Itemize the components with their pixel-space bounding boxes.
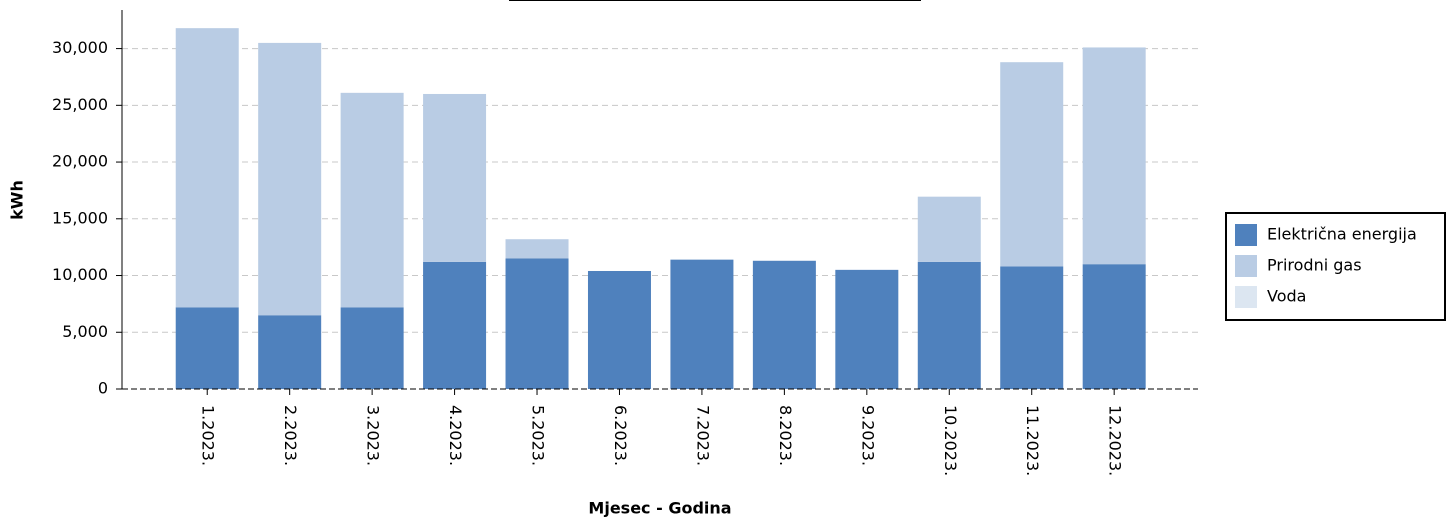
y-tick-label: 5,000 bbox=[62, 322, 108, 341]
legend-label: Električna energija bbox=[1267, 225, 1417, 244]
bar bbox=[1082, 264, 1146, 389]
x-tick-label: 2.2023. bbox=[281, 405, 300, 466]
bar bbox=[423, 261, 487, 389]
legend-swatch bbox=[1235, 224, 1257, 246]
bar bbox=[175, 28, 239, 308]
bar bbox=[835, 269, 899, 389]
x-tick-label: 6.2023. bbox=[611, 405, 630, 466]
x-tick-label: 8.2023. bbox=[776, 405, 795, 466]
legend-label: Voda bbox=[1267, 287, 1306, 306]
x-axis-label: Mjesec - Godina bbox=[588, 499, 731, 518]
bar bbox=[258, 315, 322, 389]
bar bbox=[752, 260, 816, 389]
y-tick-label: 0 bbox=[98, 379, 108, 398]
bar bbox=[340, 92, 404, 308]
y-tick-label: 15,000 bbox=[52, 208, 108, 227]
bar bbox=[587, 270, 651, 389]
x-tick-label: 7.2023. bbox=[693, 405, 712, 466]
bar bbox=[917, 196, 981, 262]
y-axis-label: kWh bbox=[8, 180, 27, 220]
x-tick-label: 10.2023. bbox=[941, 405, 960, 476]
y-tick-label: 10,000 bbox=[52, 265, 108, 284]
bar bbox=[1082, 47, 1146, 265]
bar bbox=[505, 239, 569, 259]
y-tick-label: 20,000 bbox=[52, 152, 108, 171]
legend-box bbox=[1225, 212, 1446, 321]
bar bbox=[423, 93, 487, 262]
bar bbox=[1000, 266, 1064, 389]
bar bbox=[258, 42, 322, 316]
y-tick-label: 25,000 bbox=[52, 95, 108, 114]
x-tick-label: 9.2023. bbox=[858, 405, 877, 466]
x-tick-label: 3.2023. bbox=[364, 405, 383, 466]
bar bbox=[670, 259, 734, 389]
bar bbox=[340, 307, 404, 389]
legend-swatch bbox=[1235, 286, 1257, 308]
bar bbox=[505, 258, 569, 389]
y-tick-label: 30,000 bbox=[52, 38, 108, 57]
legend-label: Prirodni gas bbox=[1267, 256, 1362, 275]
bar bbox=[175, 307, 239, 389]
x-tick-label: 5.2023. bbox=[529, 405, 548, 466]
x-tick-label: 4.2023. bbox=[446, 405, 465, 466]
bar bbox=[917, 261, 981, 389]
legend-swatch bbox=[1235, 255, 1257, 277]
x-tick-label: 1.2023. bbox=[199, 405, 218, 466]
bar bbox=[1000, 62, 1064, 267]
x-tick-label: 11.2023. bbox=[1023, 405, 1042, 476]
x-tick-label: 12.2023. bbox=[1106, 405, 1125, 476]
